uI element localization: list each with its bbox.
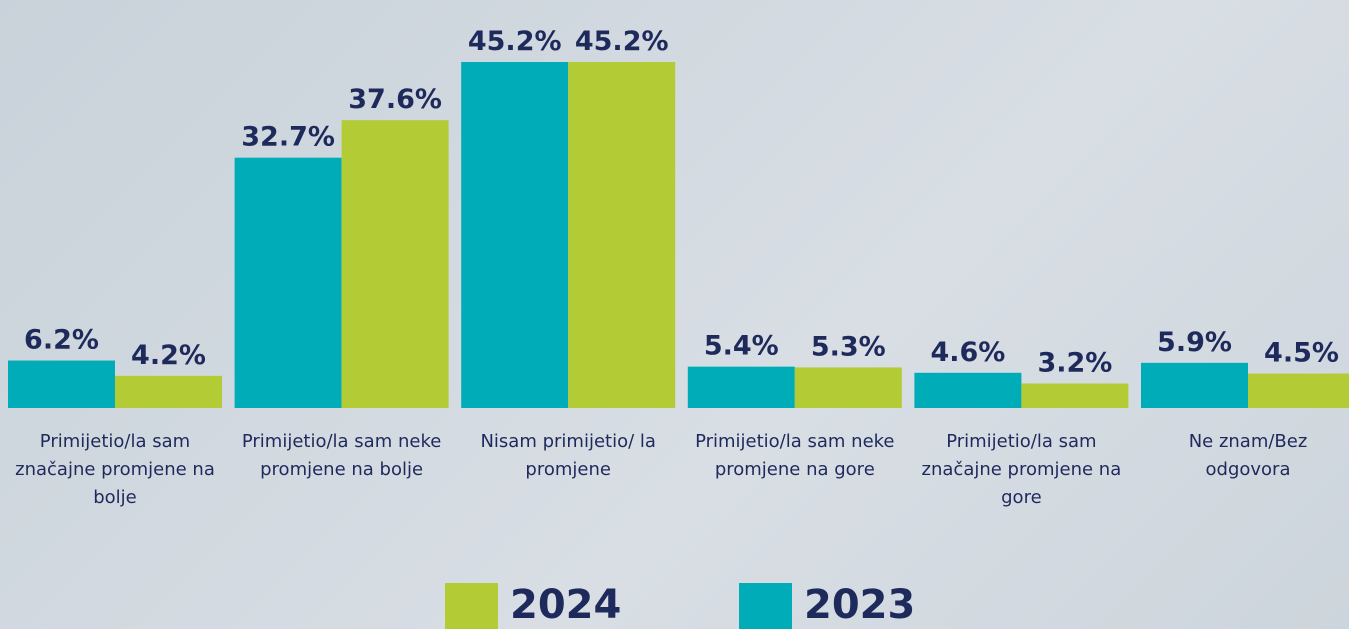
value-label: 4.6% <box>930 337 1005 368</box>
bar <box>568 62 676 408</box>
value-label: 4.2% <box>131 340 206 371</box>
bar <box>914 372 1022 408</box>
bar <box>8 360 115 408</box>
value-label: 32.7% <box>241 122 335 153</box>
x-tick-label: Primijetio/la sam značajne promjene na g… <box>921 431 1122 508</box>
bar <box>461 62 569 408</box>
value-label: 45.2% <box>575 26 669 57</box>
value-label: 5.4% <box>704 331 779 362</box>
value-label: 5.9% <box>1157 327 1232 358</box>
value-label: 5.3% <box>811 331 886 362</box>
x-tick-label: Primijetio/la sam neke promjene na gore <box>695 431 895 480</box>
bar <box>1248 373 1349 408</box>
value-label: 6.2% <box>24 325 99 356</box>
x-tick-label: Primijetio/la sam značajne promjene na b… <box>15 431 215 508</box>
value-label: 37.6% <box>348 84 442 115</box>
bar <box>234 157 342 408</box>
bar <box>687 366 795 408</box>
x-tick-label: Primijetio/la sam neke promjene na bolje <box>241 431 442 480</box>
value-label: 45.2% <box>468 26 562 57</box>
bar <box>794 367 902 408</box>
legend-label: 2023 <box>804 582 915 628</box>
bar <box>1021 383 1129 408</box>
bar <box>341 120 449 408</box>
x-tick-label: Ne znam/Bez odgovora <box>1188 431 1308 480</box>
bar <box>1141 362 1248 408</box>
legend-swatch <box>445 583 498 629</box>
value-label: 4.5% <box>1264 338 1339 369</box>
bar <box>115 375 222 408</box>
legend-label: 2024 <box>510 582 621 628</box>
value-label: 3.2% <box>1037 348 1112 379</box>
x-tick-label: Nisam primijetio/ la promjene <box>480 431 656 480</box>
legend-swatch <box>739 583 792 629</box>
